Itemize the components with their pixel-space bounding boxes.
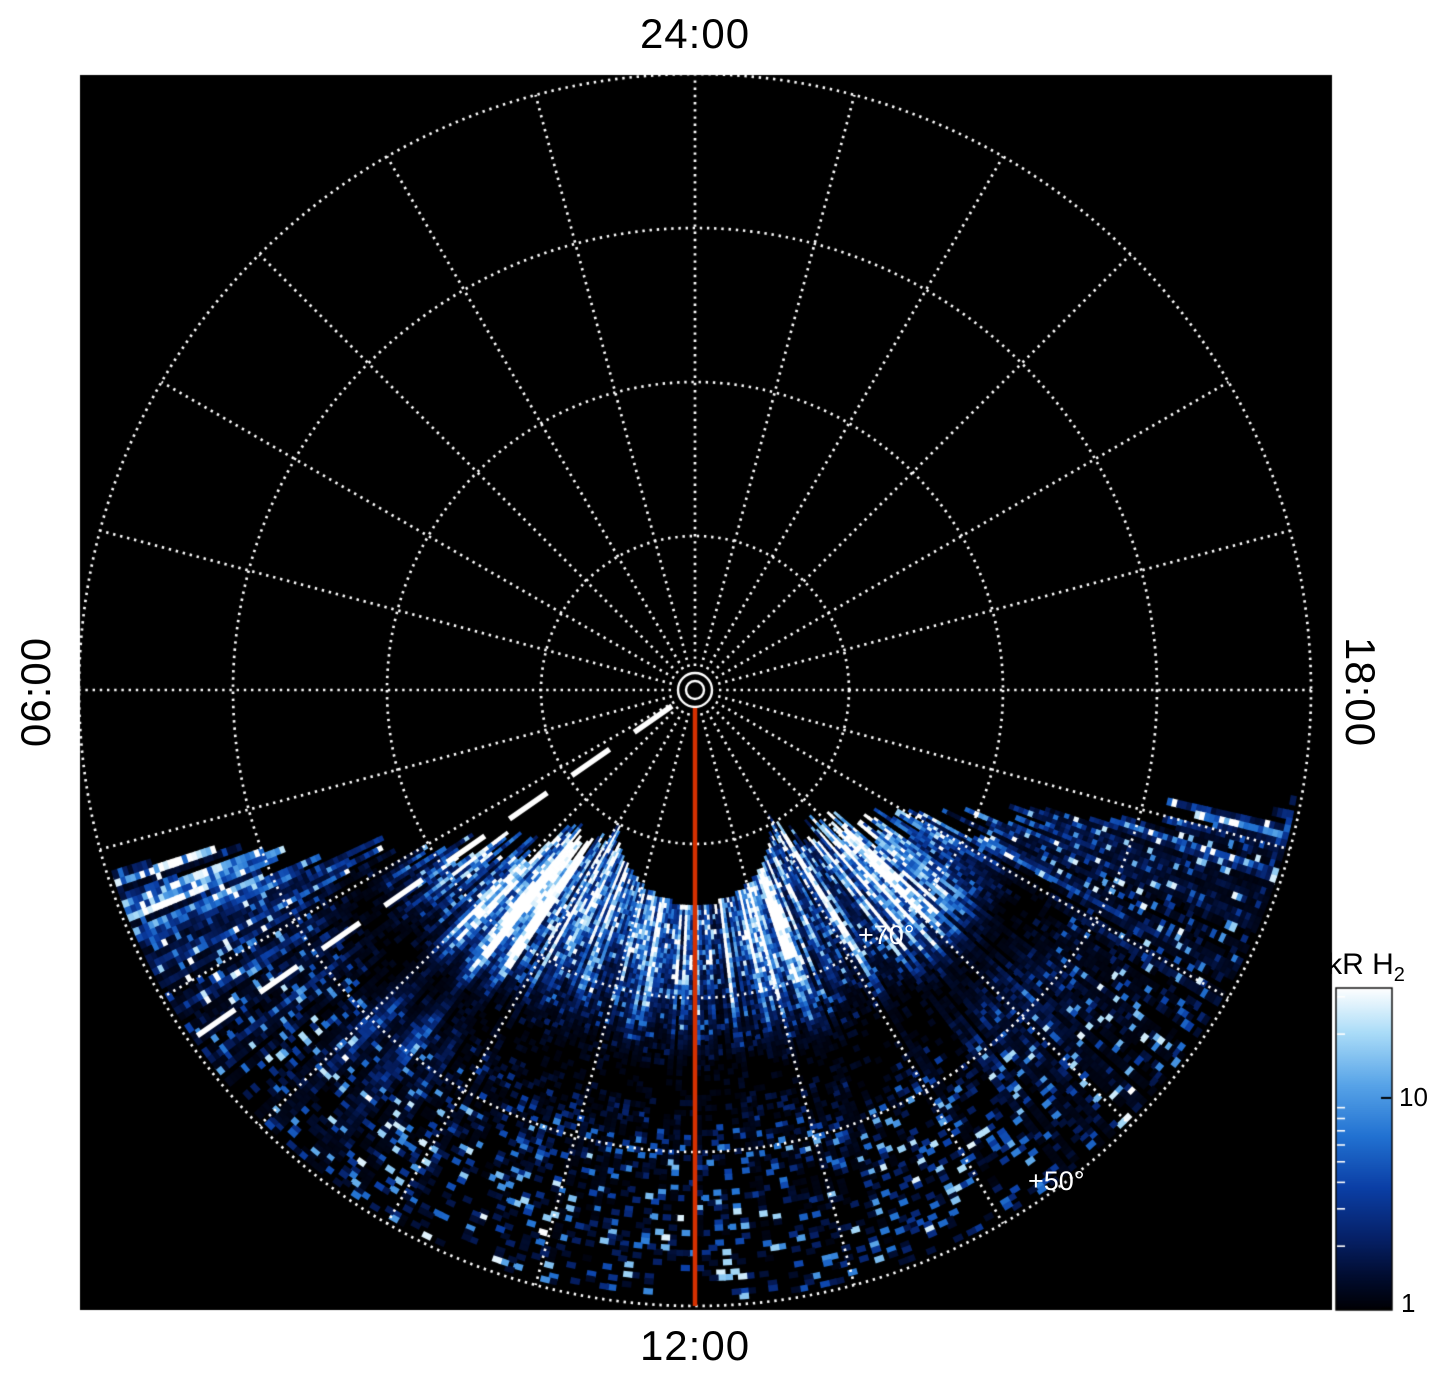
- hour-label-0600: 06:00: [12, 636, 59, 748]
- colorbar-tick-10: 10: [1399, 1082, 1428, 1112]
- colorbar-title: kR H2: [1327, 948, 1405, 987]
- colorbar-tick-1: 1: [1401, 1288, 1416, 1318]
- hour-label-1800: 18:00: [1337, 636, 1384, 748]
- colorbar-title-main: kR H: [1327, 948, 1394, 981]
- latitude-label-70: +70°: [858, 920, 915, 950]
- hour-label-2400: 24:00: [639, 10, 751, 57]
- latitude-label-50: +50°: [1028, 1166, 1085, 1196]
- colorbar-title-sub: 2: [1393, 964, 1405, 986]
- hour-label-1200: 12:00: [639, 1322, 751, 1369]
